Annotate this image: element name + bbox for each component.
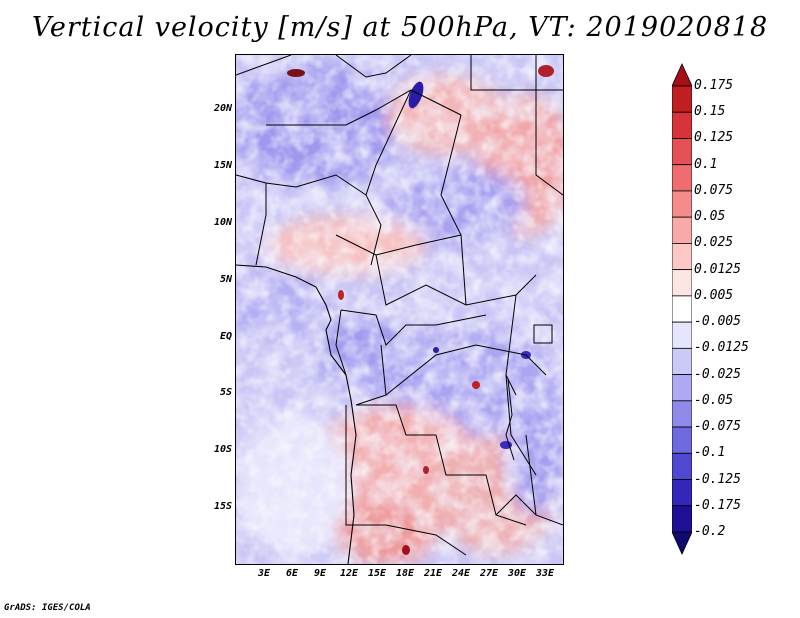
lon-label: 6E	[285, 568, 299, 579]
vertical-velocity-field	[236, 55, 563, 564]
lat-label: 10S	[213, 444, 232, 455]
colorbar-label: -0.125	[694, 471, 741, 487]
lat-label: 15N	[213, 160, 232, 171]
lat-label: 20N	[213, 103, 232, 114]
colorbar-label: 0.0125	[694, 261, 741, 277]
lon-label: 21E	[423, 568, 443, 579]
colorbar	[672, 63, 692, 555]
map-panel	[235, 54, 564, 565]
chart-title: Vertical velocity [m/s] at 500hPa, VT: 2…	[31, 12, 769, 43]
lon-label: 3E	[257, 568, 271, 579]
colorbar-label: 0.125	[694, 130, 734, 146]
colorbar-label: 0.175	[694, 78, 734, 93]
lon-label: 24E	[451, 568, 471, 579]
colorbar-bin	[672, 164, 692, 192]
colorbar-label: -0.075	[694, 419, 741, 435]
colorbar-bin	[672, 531, 692, 555]
colorbar-label: -0.2	[694, 524, 726, 539]
colorbar-label: 0.05	[694, 209, 726, 225]
country-borders	[236, 55, 563, 556]
colorbar-bin	[672, 111, 692, 139]
lon-label: 15E	[367, 568, 387, 579]
colorbar-label: 0.075	[694, 182, 734, 198]
lake-tanganyika	[505, 379, 515, 461]
grads-credit: GrADS: IGES/COLA	[4, 603, 91, 613]
colorbar-bin	[672, 190, 692, 218]
lon-label: 33E	[535, 568, 555, 579]
colorbar-bin	[672, 426, 692, 454]
lat-label: 15S	[213, 501, 232, 512]
lon-label: 30E	[507, 568, 527, 579]
colorbar-label: -0.1	[694, 445, 726, 461]
colorbar-label: 0.1	[694, 156, 718, 172]
lat-label: 5S	[219, 387, 232, 398]
colorbar-bin	[672, 400, 692, 428]
colorbar-bin	[672, 269, 692, 297]
lat-label: 5N	[219, 274, 232, 285]
colorbar-bin	[672, 321, 692, 349]
colorbar-bin	[672, 347, 692, 375]
colorbar-bin	[672, 452, 692, 480]
colorbar-label: 0.005	[694, 287, 734, 303]
colorbar-label: -0.005	[694, 314, 741, 330]
lat-label: EQ	[219, 331, 232, 342]
colorbar-label: -0.175	[694, 497, 741, 513]
colorbar-label: 0.025	[694, 235, 734, 251]
colorbar-bin	[672, 85, 692, 113]
lon-label: 9E	[313, 568, 327, 579]
colorbar-label: 0.15	[694, 104, 726, 120]
colorbar-bin	[672, 479, 692, 507]
colorbar-bin	[672, 505, 692, 533]
coastline	[236, 264, 357, 564]
colorbar-bin	[672, 243, 692, 271]
lat-label: 10N	[213, 217, 232, 228]
strong-cells	[287, 65, 554, 555]
colorbar-bin	[672, 374, 692, 402]
lon-label: 12E	[339, 568, 359, 579]
lon-label: 27E	[479, 568, 499, 579]
colorbar-bin	[672, 216, 692, 244]
colorbar-label: -0.025	[694, 366, 741, 382]
colorbar-bin	[672, 63, 692, 87]
colorbar-label: -0.05	[694, 392, 734, 408]
colorbar-bin	[672, 295, 692, 323]
lake-victoria	[533, 324, 553, 344]
colorbar-label: -0.0125	[694, 340, 749, 356]
lake-malawi	[525, 434, 537, 516]
lon-label: 18E	[395, 568, 415, 579]
colorbar-bin	[672, 138, 692, 166]
